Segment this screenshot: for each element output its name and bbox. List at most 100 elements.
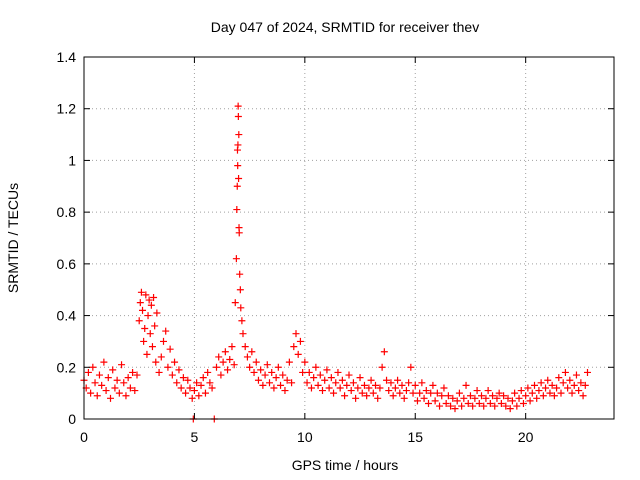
- data-point: [462, 381, 470, 389]
- data-point: [234, 162, 242, 170]
- data-point: [526, 397, 534, 405]
- data-point: [542, 384, 550, 392]
- data-point: [140, 337, 148, 345]
- data-point: [118, 361, 126, 369]
- data-point: [398, 381, 406, 389]
- data-point: [486, 399, 494, 407]
- data-point: [343, 381, 351, 389]
- data-point: [219, 358, 227, 366]
- data-point: [449, 394, 457, 402]
- data-point: [394, 376, 402, 384]
- data-point: [555, 374, 563, 382]
- data-point: [217, 371, 225, 379]
- data-point: [224, 366, 232, 374]
- data-point: [451, 405, 459, 413]
- data-point: [383, 376, 391, 384]
- data-point: [234, 112, 242, 120]
- data-point: [164, 363, 172, 371]
- data-point: [107, 394, 114, 402]
- data-point: [332, 379, 340, 387]
- data-point: [372, 381, 379, 389]
- data-point: [369, 389, 377, 397]
- data-point: [171, 358, 179, 366]
- data-point: [365, 384, 373, 392]
- data-point: [100, 358, 108, 366]
- plot-frame: [83, 56, 615, 420]
- data-point: [195, 392, 203, 400]
- data-point: [233, 182, 241, 190]
- data-point: [177, 384, 185, 392]
- data-point: [243, 353, 251, 361]
- data-point: [122, 392, 130, 400]
- data-point: [113, 376, 121, 384]
- data-point: [188, 394, 196, 402]
- data-point: [166, 345, 174, 353]
- data-point: [579, 392, 587, 400]
- data-point: [489, 392, 497, 400]
- data-point: [497, 399, 505, 407]
- data-point: [420, 394, 428, 402]
- data-point: [155, 368, 163, 376]
- data-point: [528, 389, 536, 397]
- data-point: [221, 348, 229, 356]
- y-tick-label: 0.4: [57, 308, 77, 324]
- data-point: [236, 286, 244, 294]
- data-point: [98, 381, 106, 389]
- data-point: [109, 366, 117, 374]
- data-point: [380, 348, 388, 356]
- data-point: [124, 374, 132, 382]
- data-point: [129, 368, 137, 376]
- y-tick-label: 0.2: [57, 359, 77, 375]
- data-point: [427, 389, 435, 397]
- data-point: [157, 353, 165, 361]
- data-point: [238, 317, 246, 325]
- data-point: [292, 330, 300, 338]
- data-point: [531, 381, 538, 389]
- data-point: [535, 387, 543, 395]
- data-point: [312, 363, 320, 371]
- data-point: [142, 291, 150, 299]
- data-point: [413, 397, 421, 405]
- data-point: [84, 368, 92, 376]
- data-point: [539, 392, 547, 400]
- data-point: [345, 371, 353, 379]
- y-tick-label: 1.2: [57, 101, 77, 117]
- data-point: [566, 376, 574, 384]
- data-point: [504, 394, 512, 402]
- data-point: [120, 379, 128, 387]
- data-point: [239, 330, 247, 338]
- data-point: [444, 392, 452, 400]
- data-point: [246, 363, 254, 371]
- data-point: [126, 384, 134, 392]
- data-point: [147, 301, 155, 309]
- data-point: [473, 387, 481, 395]
- data-point: [429, 381, 437, 389]
- data-point: [493, 394, 501, 402]
- data-point: [319, 387, 326, 395]
- data-point: [584, 368, 591, 376]
- data-point: [453, 397, 461, 405]
- data-point: [387, 379, 395, 387]
- data-points: [80, 102, 591, 423]
- data-point: [145, 296, 153, 304]
- data-point: [376, 384, 384, 392]
- data-point: [233, 206, 241, 214]
- data-point: [153, 309, 161, 317]
- data-point: [411, 381, 419, 389]
- data-point: [378, 363, 386, 371]
- data-point: [314, 381, 322, 389]
- data-point: [330, 389, 338, 397]
- data-point: [115, 389, 123, 397]
- data-point: [570, 381, 578, 389]
- data-point: [199, 374, 207, 382]
- data-point: [321, 376, 329, 384]
- data-point: [236, 270, 244, 278]
- data-point: [524, 384, 532, 392]
- data-point: [248, 348, 256, 356]
- y-tick-label: 0: [68, 411, 76, 427]
- data-point: [95, 371, 103, 379]
- data-point: [279, 371, 287, 379]
- data-point: [263, 361, 271, 369]
- data-point: [150, 293, 158, 301]
